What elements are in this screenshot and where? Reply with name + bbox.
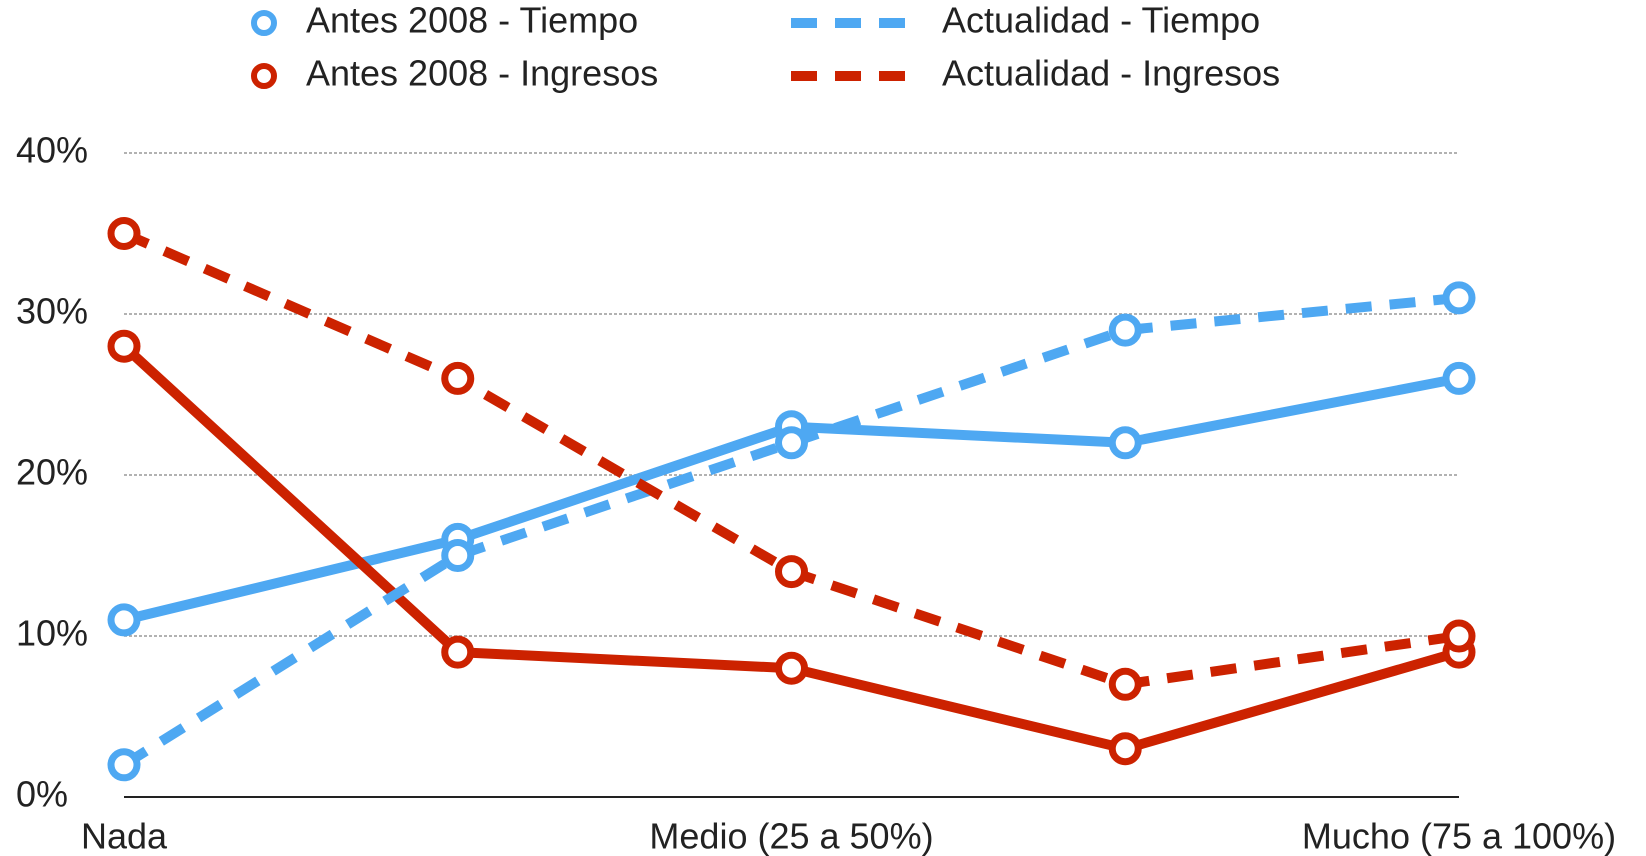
data-point: [1108, 732, 1142, 766]
data-point: [775, 555, 808, 589]
data-point: [107, 329, 141, 363]
data-point: [1108, 426, 1142, 460]
y-tick-label: 20%: [16, 452, 88, 493]
series-line: [121, 292, 1460, 770]
data-point: [107, 748, 141, 782]
legend-label: Antes 2008 - Tiempo: [306, 0, 638, 41]
data-point: [1108, 667, 1142, 701]
series-line: [120, 342, 1461, 754]
data-point: [1442, 281, 1476, 315]
data-point: [107, 603, 141, 637]
legend-label: Actualidad - Ingresos: [942, 53, 1280, 94]
data-point: [775, 426, 808, 460]
legend-label: Actualidad - Tiempo: [942, 0, 1260, 41]
legend-label: Antes 2008 - Ingresos: [306, 53, 658, 94]
data-point: [441, 635, 475, 669]
y-tick-label: 30%: [16, 291, 88, 332]
data-point: [441, 361, 475, 395]
y-tick-label: 10%: [16, 613, 88, 654]
data-point: [1442, 361, 1476, 395]
x-tick-label: Medio (25 a 50%): [649, 816, 933, 856]
data-point: [775, 651, 808, 685]
data-point: [1108, 313, 1142, 347]
legend-marker: [251, 63, 277, 89]
y-tick-label: 0%: [16, 774, 68, 815]
x-tick-label: Mucho (75 a 100%): [1302, 816, 1616, 856]
y-tick-label: 40%: [16, 130, 88, 171]
x-tick-label: Nada: [81, 816, 168, 856]
data-point: [441, 539, 475, 572]
legend-marker: [251, 10, 277, 36]
data-point: [107, 217, 141, 250]
data-point: [1442, 619, 1476, 653]
